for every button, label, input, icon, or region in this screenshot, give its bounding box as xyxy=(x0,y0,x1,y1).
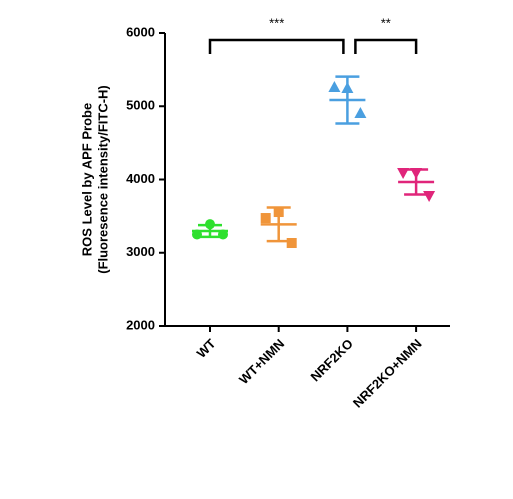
significance-bracket xyxy=(354,38,418,54)
significance-bracket xyxy=(208,38,345,54)
x-tick-label: WT+NMN xyxy=(236,336,287,387)
x-tick-label: NRF2KO+NMN xyxy=(350,336,425,411)
data-point xyxy=(328,80,341,92)
data-point xyxy=(260,213,271,224)
x-tick-label: WT xyxy=(194,336,219,361)
y-tick-label: 5000 xyxy=(126,98,155,113)
y-tick-label: 4000 xyxy=(126,171,155,186)
significance-label: *** xyxy=(269,15,284,30)
data-point xyxy=(286,238,297,249)
data-point xyxy=(423,190,436,202)
data-point xyxy=(354,106,367,118)
y-axis-label: ROS Level by APF Probe xyxy=(79,103,94,256)
y-tick-label: 2000 xyxy=(126,317,155,332)
x-tick-label: NRF2KO xyxy=(308,336,356,384)
y-tick-label: 6000 xyxy=(126,24,155,39)
significance-label: ** xyxy=(381,15,391,30)
y-tick-label: 3000 xyxy=(126,244,155,259)
y-axis-label: (Fluoresence intensity/FITC-H) xyxy=(95,85,110,274)
